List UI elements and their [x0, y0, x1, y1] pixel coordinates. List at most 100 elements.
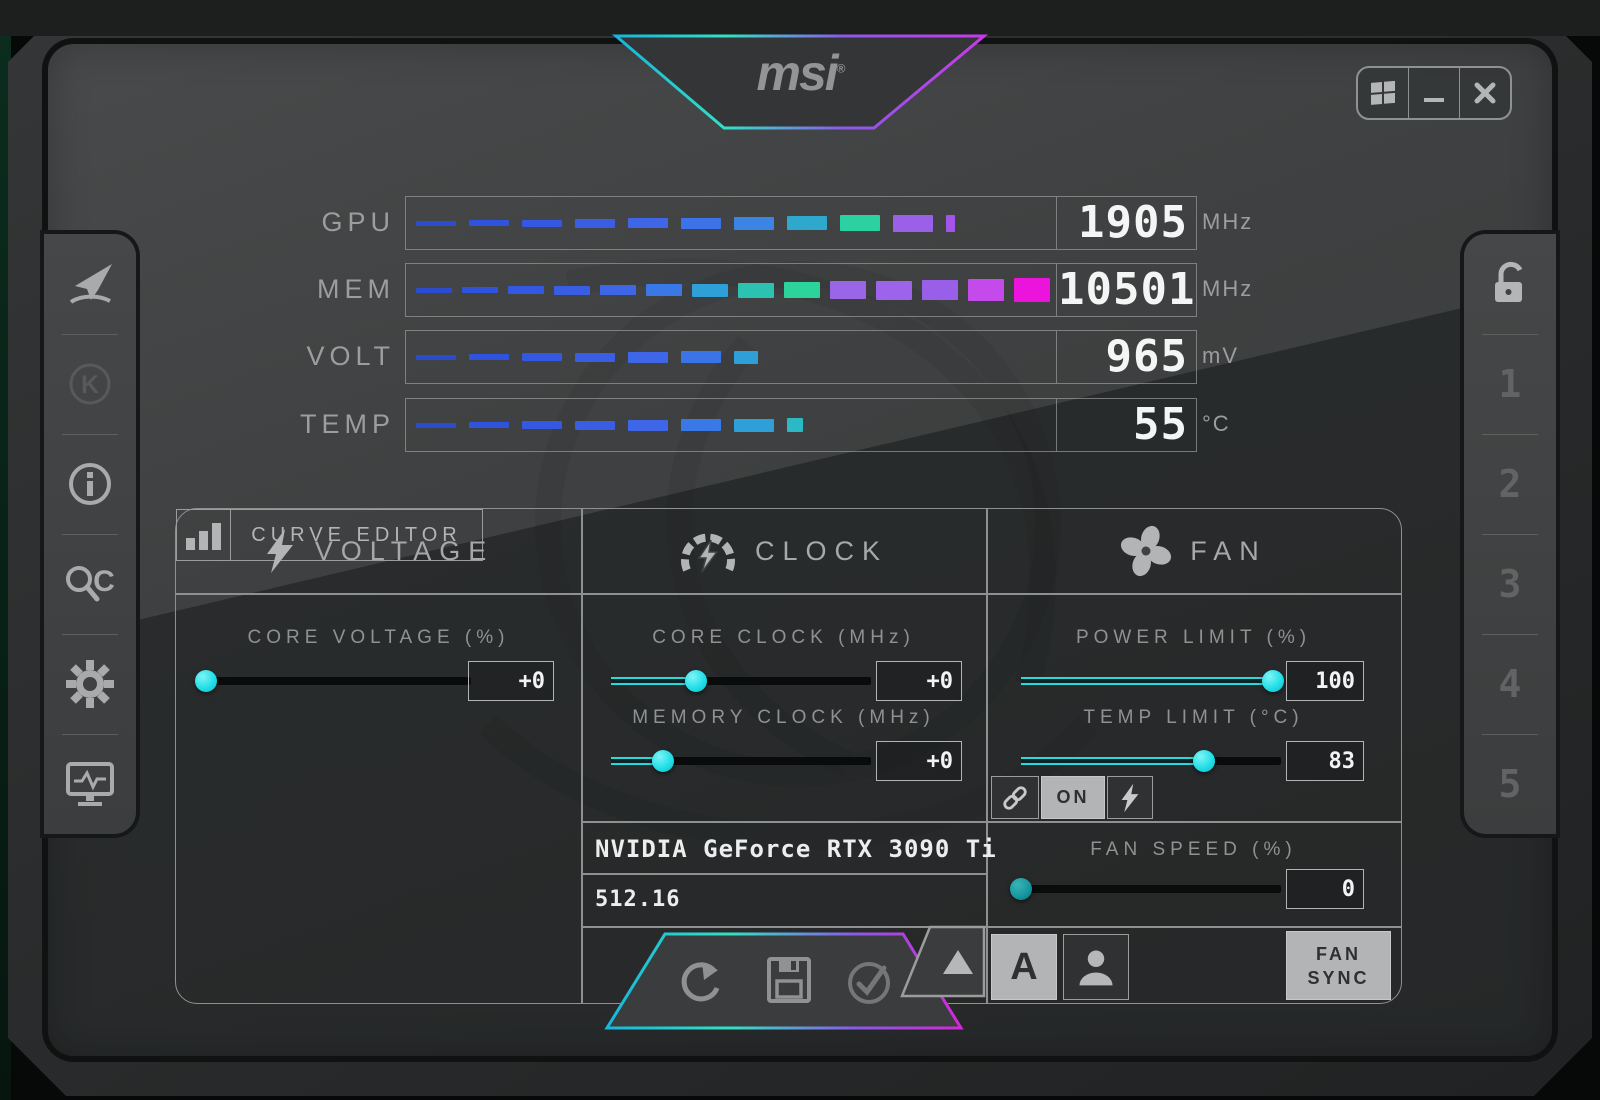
minimize-button[interactable]	[1408, 68, 1459, 118]
clock-panel-header: CLOCK	[581, 509, 986, 593]
settings-button[interactable]	[44, 634, 136, 734]
core-clock-label: CORE CLOCK (MHz)	[652, 627, 915, 648]
window-controls	[1356, 66, 1512, 120]
kombustor-button[interactable]: K	[44, 334, 136, 434]
fan-panel-header: FAN	[986, 509, 1401, 593]
svg-text:K: K	[81, 371, 99, 399]
fan-speed-slider[interactable]	[1021, 885, 1281, 893]
desktop-edge	[0, 0, 11, 1100]
gpu-name: NVIDIA GeForce RTX 3090 Ti	[595, 835, 997, 863]
core-clock-value[interactable]: +0	[876, 661, 962, 701]
gauge-gpu: 1905	[405, 196, 1197, 250]
gauge-label-temp: TEMP	[299, 409, 395, 439]
profile-slot-2[interactable]: 2	[1464, 434, 1556, 534]
expand-monitor-button[interactable]	[898, 924, 988, 1000]
temperature-unit: °C	[1202, 411, 1231, 436]
memory-clock-slider[interactable]	[611, 757, 871, 765]
driver-version: 512.16	[595, 887, 681, 912]
fan-auto-button[interactable]: A	[991, 934, 1057, 1000]
gauge-volt: 965	[405, 330, 1197, 384]
core-voltage-value[interactable]: +0	[468, 661, 554, 701]
hardware-monitor-button[interactable]	[44, 734, 136, 834]
memory-clock-value[interactable]: +0	[876, 741, 962, 781]
voltage-value: 965	[1105, 331, 1188, 382]
profile-bar: 1 2 3 4 5	[1464, 234, 1556, 834]
chain-link-icon	[1003, 785, 1027, 810]
voltage-unit: mV	[1202, 343, 1239, 368]
afterburner-burn-button[interactable]	[44, 234, 136, 334]
lightning-icon	[1121, 783, 1139, 812]
power-limit-knob[interactable]	[1262, 670, 1284, 692]
minimize-icon	[1424, 98, 1444, 102]
gauge-label-volt: VOLT	[306, 341, 395, 371]
info-button[interactable]	[44, 434, 136, 534]
oc-scanner-button[interactable]: C	[44, 534, 136, 634]
fan-icon	[1121, 525, 1172, 577]
core-voltage-label: CORE VOLTAGE (%)	[247, 627, 510, 648]
memory-clock-label: MEMORY CLOCK (MHz)	[632, 707, 935, 728]
power-limit-label: POWER LIMIT (%)	[1075, 627, 1312, 648]
core-voltage-knob[interactable]	[195, 670, 217, 692]
msi-logo-tab	[611, 34, 989, 130]
temp-limit-knob[interactable]	[1193, 750, 1215, 772]
voltage-panel-header: VOLTAGE	[176, 509, 581, 593]
save-button[interactable]	[764, 954, 814, 1006]
gpu-clock-unit: MHz	[1202, 209, 1254, 234]
lightning-icon	[266, 529, 293, 573]
voltage-bar	[416, 331, 758, 383]
link-limits-button[interactable]	[991, 776, 1039, 819]
memory-clock-knob[interactable]	[652, 750, 674, 772]
gpu-clock-bar	[416, 197, 955, 249]
info-icon	[69, 463, 111, 505]
profile-slot-3[interactable]: 3	[1464, 534, 1556, 634]
gpu-clock-value: 1905	[1078, 197, 1188, 248]
hardware-monitor-icon	[66, 762, 114, 806]
core-clock-slider[interactable]	[611, 677, 871, 685]
tuning-container: VOLTAGE CLOCK FAN CORE VOLTAGE (%) +0 CU…	[175, 508, 1402, 1004]
apply-button[interactable]	[844, 958, 894, 1008]
up-arrow-icon	[943, 950, 973, 974]
profile-lock-button[interactable]	[1464, 234, 1556, 334]
power-limit-value[interactable]: 100	[1286, 661, 1364, 701]
bar-chart-icon	[177, 510, 231, 560]
svg-text:C: C	[93, 565, 115, 598]
reset-button[interactable]	[676, 958, 724, 1008]
close-button[interactable]	[1459, 68, 1510, 118]
settings-gear-icon	[66, 660, 114, 708]
mem-clock-unit: MHz	[1202, 276, 1254, 301]
mem-clock-value: 10501	[1058, 264, 1196, 315]
user-icon	[1079, 950, 1113, 986]
curve-editor-button[interactable]: CURVE EDITOR	[176, 509, 483, 561]
power-limit-slider[interactable]	[1021, 677, 1281, 685]
profile-slot-1[interactable]: 1	[1464, 334, 1556, 434]
gauge-mem: 10501	[405, 263, 1197, 317]
afterburner-jet-icon	[69, 264, 112, 304]
temp-limit-label: TEMP LIMIT (°C)	[1083, 707, 1304, 728]
unlock-icon	[1495, 261, 1523, 302]
window-top-band	[0, 0, 1600, 36]
core-voltage-slider[interactable]	[206, 677, 471, 685]
gauge-label-gpu: GPU	[321, 207, 395, 237]
fan-speed-label: FAN SPEED (%)	[1090, 839, 1297, 860]
windows-button[interactable]	[1358, 68, 1408, 118]
temp-limit-slider[interactable]	[1021, 757, 1281, 765]
speedometer-icon	[681, 533, 735, 573]
oc-scanner-icon: C	[66, 565, 115, 602]
fan-speed-knob[interactable]	[1010, 878, 1032, 900]
left-toolbar: K C	[44, 234, 136, 834]
msi-logo: msi®	[756, 45, 845, 101]
profile-slot-4[interactable]: 4	[1464, 634, 1556, 734]
mem-clock-bar	[416, 264, 1050, 316]
core-clock-knob[interactable]	[685, 670, 707, 692]
fan-sync-button[interactable]: FAN SYNC	[1286, 931, 1391, 1000]
temperature-bar	[416, 399, 803, 451]
temp-limit-value[interactable]: 83	[1286, 741, 1364, 781]
link-toggle-on[interactable]: ON	[1041, 776, 1105, 819]
profile-slot-5[interactable]: 5	[1464, 734, 1556, 834]
boost-limit-button[interactable]	[1107, 776, 1153, 819]
kombustor-icon: K	[69, 363, 111, 405]
gauge-temp: 55	[405, 398, 1197, 452]
fan-manual-button[interactable]	[1063, 934, 1129, 1000]
fan-speed-value[interactable]: 0	[1286, 869, 1364, 909]
windows-icon	[1371, 80, 1395, 105]
